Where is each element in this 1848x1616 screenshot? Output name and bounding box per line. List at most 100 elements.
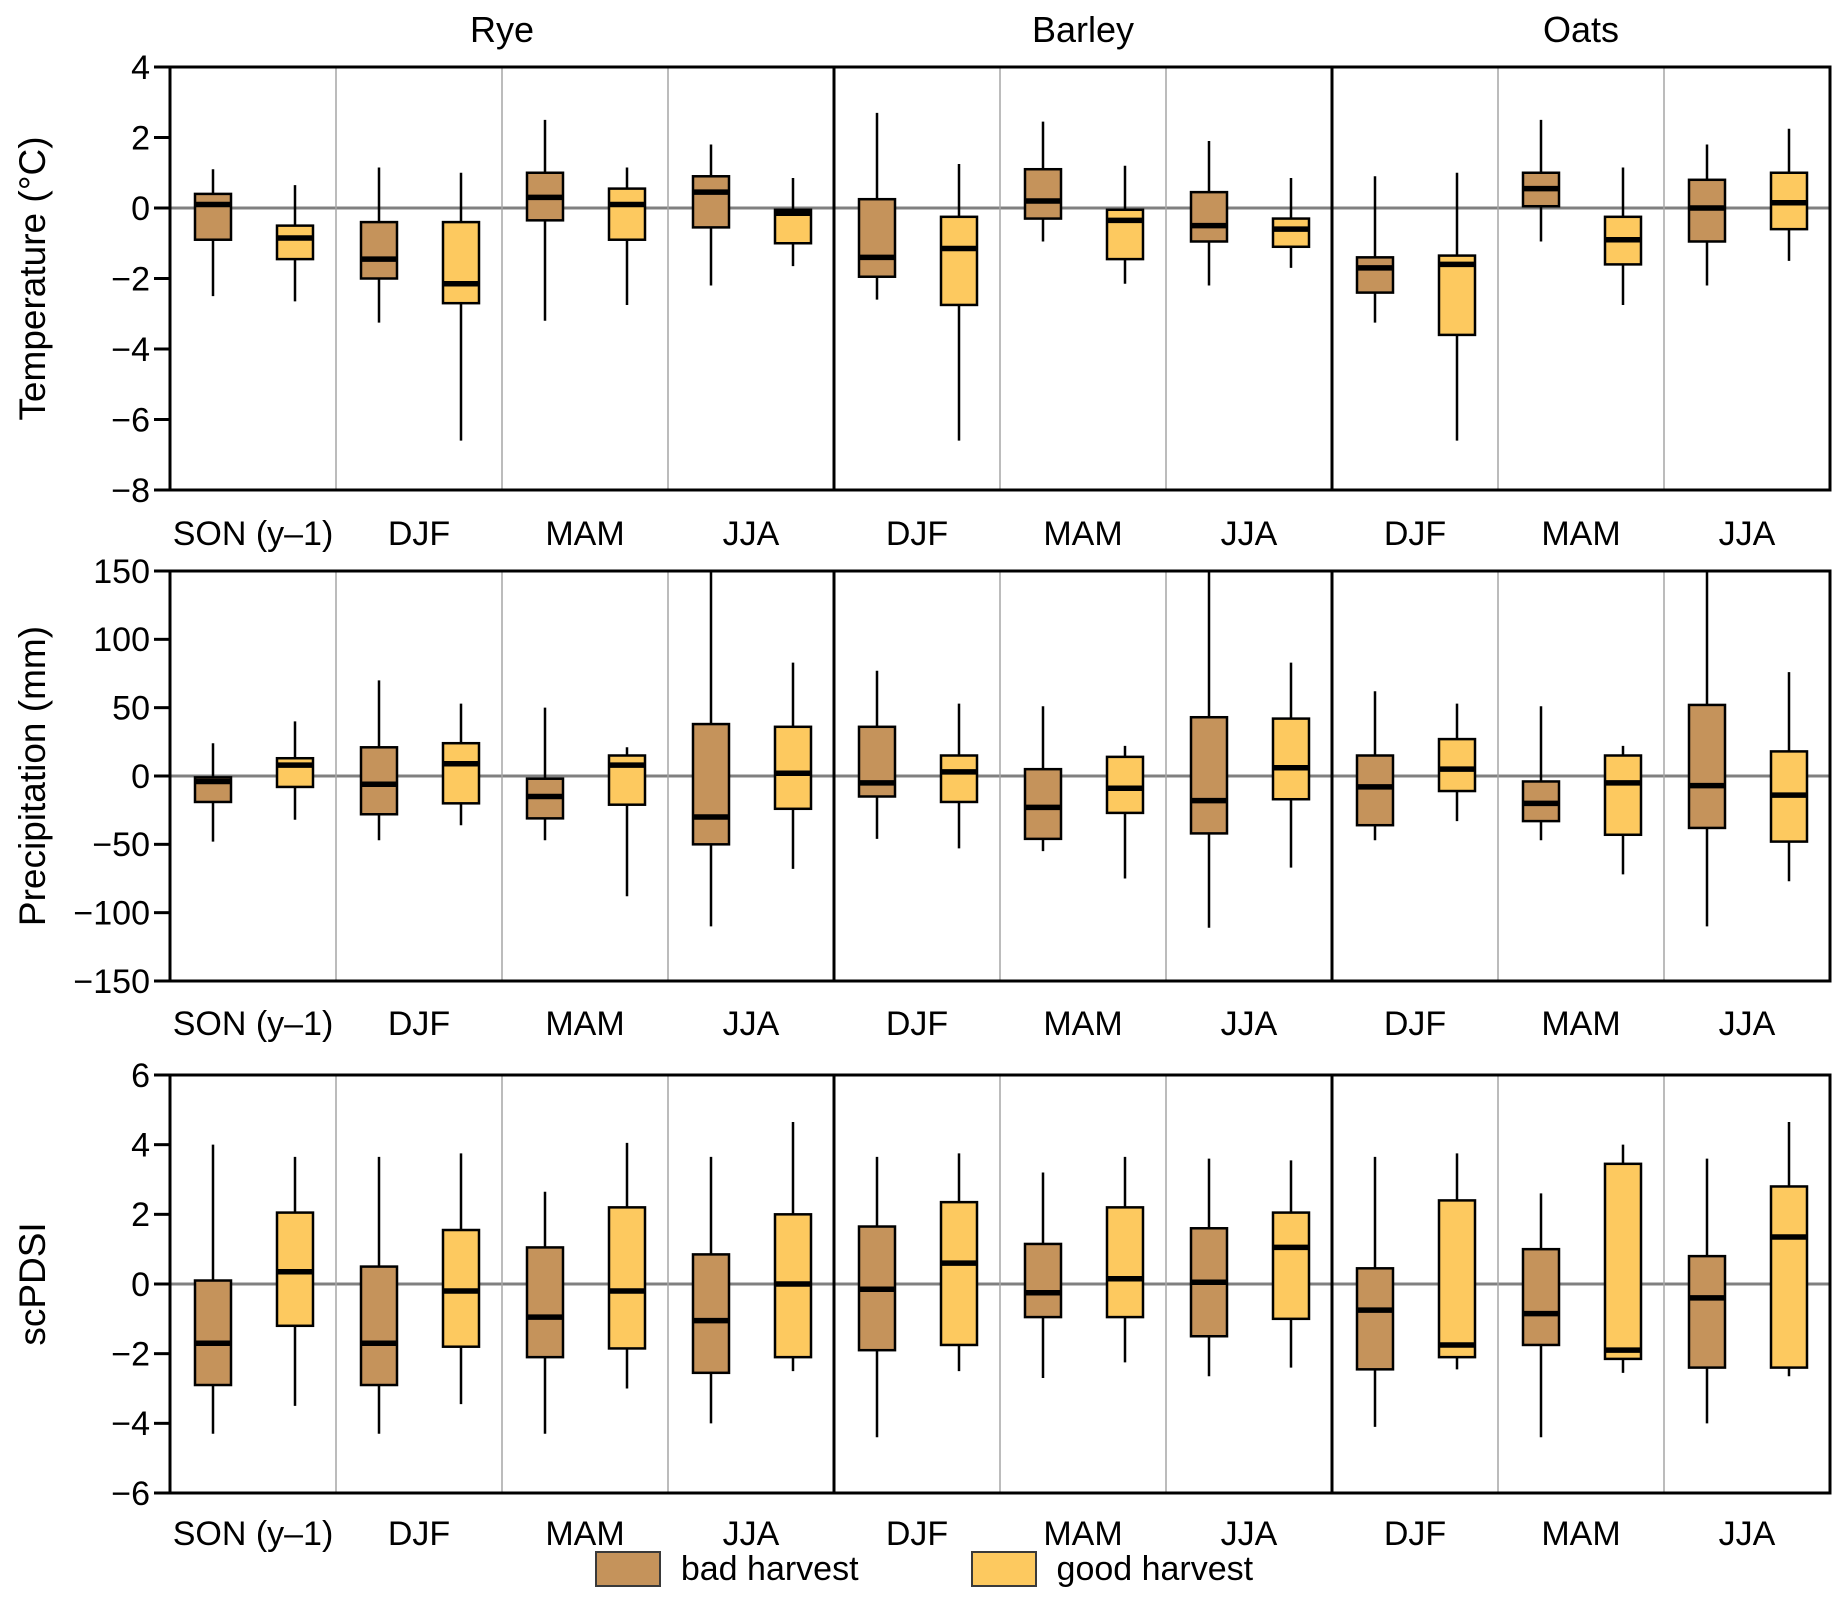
boxplot-bad-rye-MAM <box>525 119 565 321</box>
box-bad <box>1355 256 1395 294</box>
boxplot-bad-rye-JJA <box>691 144 731 286</box>
y-tick-label: −50 <box>92 826 150 864</box>
season-label: DJF <box>388 515 450 553</box>
box-bad <box>1189 190 1229 243</box>
boxplot-good-rye-DJF <box>441 1153 481 1405</box>
season-label: DJF <box>388 1515 450 1553</box>
box-good <box>1271 1211 1311 1321</box>
box-bad <box>1023 767 1063 841</box>
boxplot-good-barley-MAM <box>1105 165 1145 284</box>
season-label: MAM <box>1043 1515 1122 1553</box>
boxplot-bad-barley-DJF <box>857 112 897 300</box>
legend-label-good-harvest: good harvest <box>1056 1550 1254 1588</box>
y-tick-label: 0 <box>131 1266 150 1304</box>
boxplot-good-rye-SON (y–1) <box>275 185 315 302</box>
boxplot-good-rye-JJA <box>773 662 813 869</box>
season-label: MAM <box>1541 1515 1620 1553</box>
boxplot-bad-oats-DJF <box>1355 176 1395 323</box>
boxplot-bad-barley-JJA <box>1189 571 1229 928</box>
y-tick-label: 4 <box>131 1127 150 1165</box>
legend: bad harvest good harvest <box>0 1550 1848 1588</box>
season-label: MAM <box>1043 515 1122 553</box>
boxplot-bad-oats-MAM <box>1521 119 1561 242</box>
box-bad <box>359 746 399 816</box>
season-label: DJF <box>886 1515 948 1553</box>
boxplot-good-rye-JJA <box>773 178 813 267</box>
season-label: DJF <box>886 1005 948 1043</box>
boxplot-good-oats-MAM <box>1603 1144 1643 1373</box>
boxplot-good-oats-MAM <box>1603 167 1643 305</box>
y-tick-label: 0 <box>131 758 150 796</box>
boxplot-bad-oats-MAM <box>1521 1193 1561 1438</box>
boxplot-good-barley-DJF <box>939 703 979 849</box>
boxplot-good-barley-DJF <box>939 163 979 441</box>
boxplot-bad-rye-JJA <box>691 1156 731 1424</box>
boxplot-good-rye-JJA <box>773 1122 813 1372</box>
boxplot-bad-rye-JJA <box>691 571 731 927</box>
boxplot-good-rye-MAM <box>607 747 647 897</box>
section-title-rye: Rye <box>470 9 534 50</box>
boxplot-good-oats-DJF <box>1437 172 1477 441</box>
box-bad <box>359 1265 399 1387</box>
y-axis-label: Temperature (°C) <box>12 136 53 420</box>
boxplot-bad-barley-DJF <box>857 1156 897 1438</box>
box-bad <box>857 725 897 798</box>
season-label: DJF <box>388 1005 450 1043</box>
box-bad <box>193 1279 233 1387</box>
season-label: MAM <box>1043 1005 1122 1043</box>
season-label: DJF <box>886 515 948 553</box>
y-axis-label: Precipitation (mm) <box>12 626 53 926</box>
season-label: SON (y–1) <box>173 515 334 553</box>
boxplot-bad-oats-JJA <box>1687 1158 1727 1424</box>
boxplot-bad-rye-MAM <box>525 707 565 841</box>
box-bad <box>1355 1267 1395 1371</box>
box-good <box>441 741 481 805</box>
boxplot-bad-barley-MAM <box>1023 121 1063 242</box>
boxplot-good-rye-SON (y–1) <box>275 1156 315 1406</box>
boxplot-bad-rye-SON (y–1) <box>193 743 233 842</box>
boxplot-good-oats-DJF <box>1437 703 1477 822</box>
box-good <box>773 725 813 811</box>
boxplot-good-oats-JJA <box>1769 672 1809 882</box>
legend-item-good-harvest: good harvest <box>970 1550 1254 1588</box>
boxplot-bad-oats-JJA <box>1687 571 1727 927</box>
legend-label-bad-harvest: bad harvest <box>680 1550 859 1588</box>
box-good <box>1603 1162 1643 1361</box>
y-tick-label: −6 <box>111 401 150 439</box>
boxplot-good-barley-JJA <box>1271 1160 1311 1368</box>
y-axis-label: scPDSI <box>12 1222 53 1345</box>
boxplot-bad-rye-DJF <box>359 680 399 841</box>
boxplot-bad-barley-MAM <box>1023 706 1063 852</box>
season-label: JJA <box>723 1515 780 1553</box>
box-bad <box>691 175 731 229</box>
box-bad <box>1189 715 1229 835</box>
y-tick-label: −150 <box>73 963 150 1001</box>
season-label: MAM <box>545 515 624 553</box>
season-label: DJF <box>1384 515 1446 553</box>
season-label: JJA <box>1221 515 1278 553</box>
season-label: JJA <box>1221 1515 1278 1553</box>
boxplot-bad-oats-JJA <box>1687 144 1727 286</box>
y-tick-label: −8 <box>111 472 150 510</box>
season-label: DJF <box>1384 1005 1446 1043</box>
boxplot-bad-barley-DJF <box>857 670 897 839</box>
panel-scpdsi <box>154 1073 1832 1495</box>
box-good <box>1105 755 1145 815</box>
boxplot-good-oats-JJA <box>1769 1122 1809 1377</box>
season-label: DJF <box>1384 1515 1446 1553</box>
box-bad <box>1355 754 1395 827</box>
box-good <box>1271 717 1311 801</box>
box-good <box>939 215 979 307</box>
boxplot-good-oats-MAM <box>1603 745 1643 875</box>
y-tick-label: 0 <box>131 190 150 228</box>
boxplot-bad-oats-MAM <box>1521 706 1561 841</box>
box-bad <box>857 197 897 278</box>
boxplot-bad-barley-JJA <box>1189 141 1229 286</box>
boxplot-good-rye-MAM <box>607 1142 647 1389</box>
panel-temperature <box>154 65 1832 492</box>
boxplot-bad-rye-MAM <box>525 1191 565 1434</box>
boxplot-good-barley-MAM <box>1105 745 1145 879</box>
boxplot-good-barley-JJA <box>1271 178 1311 268</box>
